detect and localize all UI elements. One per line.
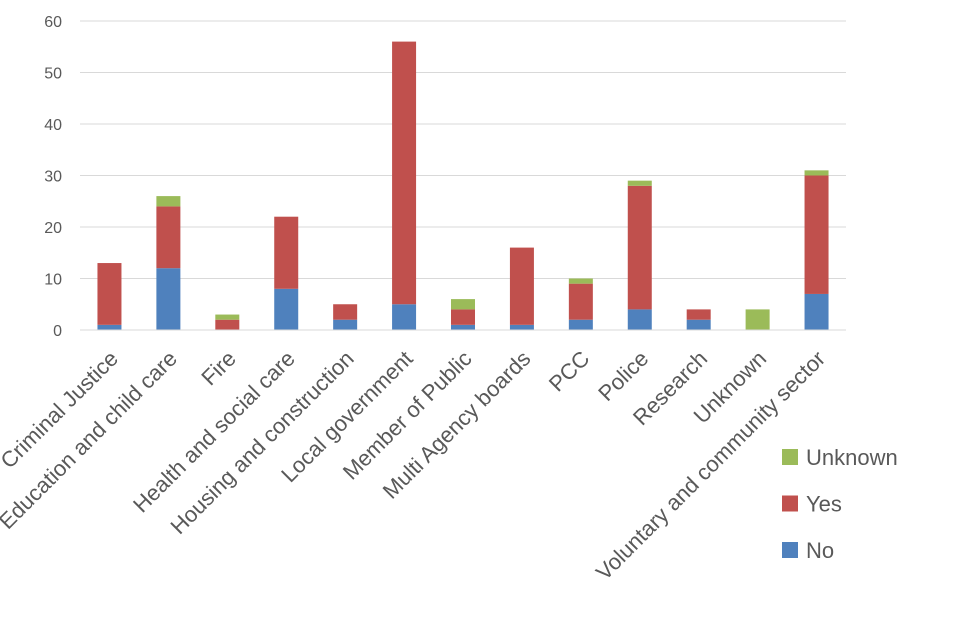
y-tick-label: 60 — [44, 14, 62, 31]
bar-segment-no — [804, 293, 829, 330]
bar-segment-yes — [156, 206, 181, 269]
bar-segment-yes — [215, 319, 240, 330]
bar-segment-yes — [97, 263, 122, 325]
bar-segment-yes — [274, 216, 299, 289]
bar-segment-yes — [627, 185, 652, 310]
y-tick-label: 10 — [44, 272, 62, 289]
bar-segment-unknown — [451, 299, 475, 310]
y-tick-label: 40 — [44, 117, 62, 134]
bar-segment-no — [509, 324, 534, 330]
bar-segment-unknown — [804, 170, 829, 176]
bar-segment-no — [97, 324, 122, 330]
legend-swatch-yes — [782, 495, 798, 512]
bar-segment-no — [451, 324, 475, 330]
bars — [97, 41, 829, 330]
legend: Unknown Yes No — [782, 445, 898, 563]
bar-segment-yes — [568, 283, 593, 320]
bar-segment-no — [627, 309, 652, 330]
bar-segment-yes — [451, 309, 475, 325]
y-tick-label: 50 — [44, 66, 62, 83]
x-category-label: PCC — [544, 346, 595, 397]
bar-segment-unknown — [215, 314, 240, 320]
bar-segment-yes — [392, 41, 417, 305]
bar-segment-yes — [509, 247, 534, 325]
legend-label-no: No — [806, 538, 834, 563]
bar-segment-yes — [804, 175, 829, 294]
bar-segment-unknown — [156, 196, 181, 207]
bar-segment-yes — [686, 309, 711, 320]
gridlines — [80, 20, 846, 279]
bar-segment-unknown — [627, 180, 652, 186]
bar-segment-unknown — [745, 309, 770, 330]
bar-segment-unknown — [568, 278, 593, 284]
bar-segment-no — [156, 268, 181, 330]
bar-segment-no — [392, 304, 417, 330]
y-tick-label: 20 — [44, 220, 62, 237]
y-tick-label: 0 — [53, 323, 62, 340]
bar-segment-no — [686, 319, 711, 330]
legend-swatch-no — [782, 542, 798, 558]
legend-label-yes: Yes — [806, 492, 842, 517]
y-axis-ticks: 0 10 20 30 40 50 60 — [44, 14, 62, 340]
bar-segment-yes — [333, 304, 358, 320]
legend-label-unknown: Unknown — [806, 445, 898, 470]
legend-swatch-unknown — [782, 449, 798, 465]
bar-segment-no — [274, 288, 299, 330]
y-tick-label: 30 — [44, 169, 62, 186]
bar-segment-no — [333, 319, 358, 330]
x-category-label: Fire — [196, 346, 240, 390]
bar-segment-no — [568, 319, 593, 330]
